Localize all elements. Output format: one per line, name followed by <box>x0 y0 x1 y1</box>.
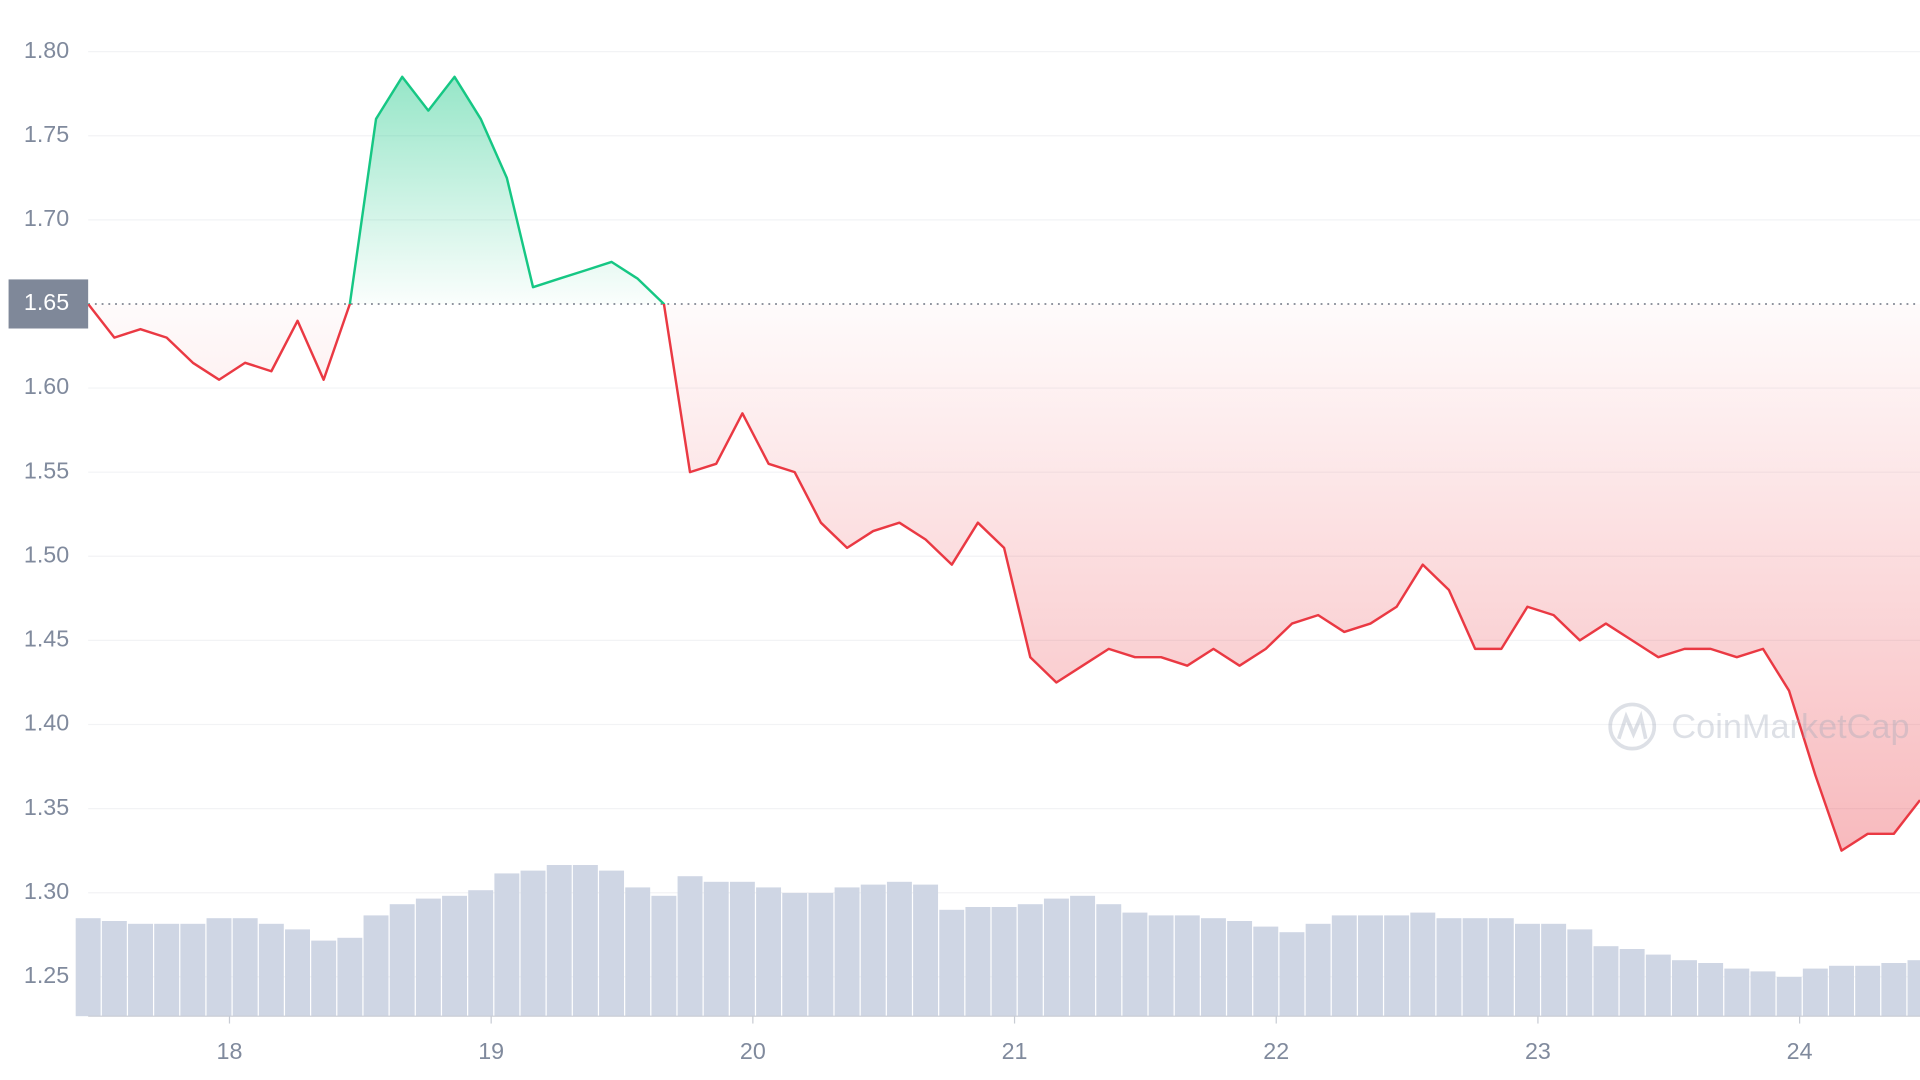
volume-bar <box>1514 923 1540 1017</box>
volume-bar <box>1253 926 1279 1017</box>
volume-bar <box>1619 948 1645 1017</box>
y-tick-label: 1.55 <box>24 457 69 483</box>
volume-bar <box>232 918 258 1017</box>
volume-bar <box>991 907 1017 1017</box>
volume-bar <box>1593 946 1619 1017</box>
volume-bar <box>154 923 180 1017</box>
volume-bar <box>1488 918 1514 1017</box>
x-tick-label: 18 <box>217 1038 243 1064</box>
volume-bar <box>1043 898 1069 1017</box>
volume-bar <box>625 887 651 1017</box>
y-tick-label: 1.60 <box>24 373 69 399</box>
volume-bar <box>128 923 153 1017</box>
volume-bar <box>782 893 808 1017</box>
volume-bar <box>1174 915 1200 1017</box>
volume-bar <box>913 884 939 1017</box>
volume-bar <box>1802 968 1828 1017</box>
volume-bar <box>1227 921 1253 1017</box>
volume-bar <box>311 940 337 1017</box>
x-tick-label: 21 <box>1002 1038 1028 1064</box>
volume-bar <box>886 881 912 1017</box>
volume-bar <box>1017 904 1043 1017</box>
volume-bar <box>442 895 468 1017</box>
baseline-label: 1.65 <box>24 289 69 315</box>
volume-bar <box>1907 960 1920 1017</box>
x-tick-label: 22 <box>1263 1038 1289 1064</box>
volume-bar <box>1122 912 1148 1017</box>
volume-bar <box>939 909 965 1017</box>
volume-bar <box>1436 918 1462 1017</box>
volume-bar <box>1567 929 1593 1017</box>
volume-bar <box>520 870 546 1017</box>
volume-bar <box>258 923 284 1017</box>
baseline-badge <box>8 279 89 329</box>
volume-bar <box>389 904 415 1017</box>
y-tick-label: 1.30 <box>24 878 69 904</box>
volume-bar <box>1881 962 1907 1017</box>
x-tick-label: 23 <box>1525 1038 1551 1064</box>
volume-bar <box>75 918 101 1017</box>
volume-bar <box>965 907 991 1017</box>
y-tick-label: 1.40 <box>24 710 69 736</box>
volume-bar <box>337 937 363 1017</box>
volume-bar <box>808 893 834 1017</box>
volume-bar <box>1855 965 1881 1017</box>
volume-bar <box>415 898 441 1017</box>
volume-bar <box>1541 923 1567 1017</box>
volume-bar <box>1096 904 1122 1017</box>
volume-bar <box>180 923 206 1017</box>
volume-bar <box>1750 971 1776 1017</box>
volume-bar <box>860 884 886 1017</box>
volume-bar <box>1331 915 1357 1017</box>
volume-bar <box>1279 932 1305 1017</box>
volume-bar <box>1410 912 1436 1017</box>
volume-bar <box>599 870 625 1017</box>
volume-bar <box>285 929 310 1017</box>
y-tick-label: 1.45 <box>24 626 69 652</box>
y-tick-label: 1.70 <box>24 205 69 231</box>
volume-bar <box>703 881 729 1017</box>
volume-bar <box>1645 954 1671 1017</box>
x-tick-label: 24 <box>1787 1038 1813 1064</box>
volume-bar <box>1148 915 1174 1017</box>
volume-bar <box>363 915 389 1017</box>
volume-bar <box>756 887 782 1017</box>
volume-bar <box>1672 960 1697 1017</box>
y-tick-label: 1.35 <box>24 794 69 820</box>
watermark: CoinMarketCap <box>1608 702 1910 751</box>
volume-bar <box>729 881 755 1017</box>
price-line <box>87 75 1920 852</box>
volume-bar <box>101 921 127 1017</box>
volume-bar <box>1070 895 1096 1017</box>
y-tick-label: 1.75 <box>24 121 69 147</box>
x-tick-label: 19 <box>478 1038 504 1064</box>
volume-bar <box>1698 962 1724 1017</box>
volume-bar <box>1462 918 1488 1017</box>
volume-bar <box>546 865 572 1017</box>
volume-bar <box>572 865 598 1017</box>
watermark-text: CoinMarketCap <box>1671 708 1909 746</box>
y-tick-label: 1.80 <box>24 37 69 63</box>
volume-bar <box>1384 915 1410 1017</box>
y-tick-label: 1.50 <box>24 541 69 567</box>
volume-bar <box>1724 968 1750 1017</box>
price-area <box>88 76 1920 851</box>
volume-bar <box>651 895 677 1017</box>
volume-bar <box>1200 918 1226 1017</box>
volume-bar <box>1357 915 1383 1017</box>
y-tick-label: 1.25 <box>24 962 69 988</box>
volume-bar <box>468 890 494 1017</box>
volume-bar <box>1829 965 1854 1017</box>
volume-bar <box>206 918 232 1017</box>
volume-bar <box>494 873 520 1017</box>
volume-bar <box>1305 923 1331 1017</box>
volume-bar <box>834 887 860 1017</box>
x-tick-label: 20 <box>740 1038 766 1064</box>
volume-bar <box>677 876 703 1017</box>
volume-bar <box>1776 976 1802 1017</box>
